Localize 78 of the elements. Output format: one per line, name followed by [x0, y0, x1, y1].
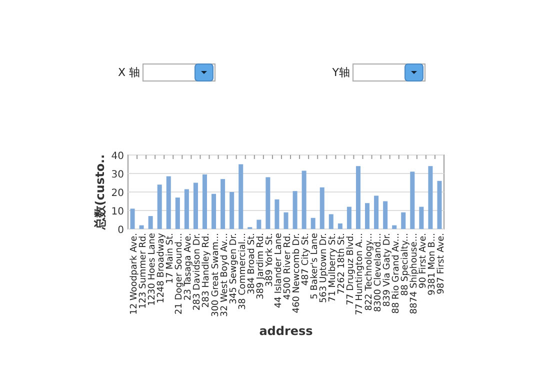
bar — [310, 218, 316, 229]
bar — [193, 182, 198, 229]
bar — [401, 212, 406, 229]
bar — [410, 172, 415, 229]
bar — [274, 199, 280, 229]
x-tick-label: 987 First Ave. — [436, 233, 446, 294]
x-tick-label: 90 First Ave. — [418, 233, 428, 288]
x-tick-label: 8874 Shiphouse... — [409, 233, 420, 314]
x-tick-label: 300 Great Swam... — [210, 233, 221, 317]
y-tick-label: 40 — [111, 151, 124, 162]
x-tick-label: 8300 Cleveland... — [373, 233, 384, 312]
x-tick-label: 460 Newcomb Dr. — [292, 233, 302, 314]
y-axis-title: 总数(custo.. — [93, 154, 107, 231]
x-tick-label: 38 Commercial... — [238, 233, 248, 310]
x-tick-label: 12 Woodpark Ave. — [130, 233, 140, 315]
bar — [148, 216, 153, 229]
bar — [374, 196, 379, 229]
y-tick-label: 30 — [111, 170, 124, 180]
bar — [266, 177, 270, 229]
bar — [184, 189, 189, 229]
bar — [346, 206, 352, 229]
bar — [175, 198, 180, 229]
bar — [230, 192, 234, 229]
bar — [302, 170, 306, 229]
x-tick-label: 389 York St. — [264, 233, 275, 287]
y-tick-label: 0 — [118, 225, 124, 236]
x-tick-label: 77 Druguz Blvd. — [346, 233, 356, 306]
bar — [139, 225, 144, 229]
x-tick-label: 389 Jardim Rd. — [256, 233, 266, 300]
x-tick-label: 32 West Boyd Av... — [220, 233, 230, 317]
bar — [157, 184, 162, 229]
bar — [419, 206, 424, 229]
text: Y轴 — [331, 66, 350, 79]
x-tick-label: 9381 Mon B... — [427, 233, 438, 296]
x-tick-label: 123 Summer Rd. — [138, 233, 149, 309]
bar — [392, 225, 397, 229]
x-tick-label: 839 Via Gaty Dr. — [382, 233, 392, 307]
bar — [220, 179, 226, 229]
x-tick-label: 7262 18th St. — [337, 233, 348, 294]
bar — [256, 220, 262, 229]
bar — [338, 223, 342, 229]
bar — [284, 212, 288, 229]
x-tick-label: 563 Uptown Dr. — [319, 233, 330, 303]
text: X 轴 — [118, 66, 140, 79]
x-tick-label: 21 Doger Sound... — [174, 233, 185, 314]
bar — [365, 203, 370, 229]
x-tick-label: 822 Technology... — [364, 233, 374, 311]
bar — [202, 174, 207, 229]
x-tick-label: 1248 Broadway — [156, 232, 167, 304]
x-tick-label: 4500 River Rd. — [283, 233, 293, 300]
x-tick-label: 71 Mulberry St. — [328, 233, 338, 302]
bar — [383, 201, 388, 229]
y-tick-label: 10 — [111, 206, 124, 218]
x-axis-title: address — [259, 324, 313, 338]
x-tick-label: 88 Specialty... — [400, 233, 410, 296]
bar — [328, 214, 334, 229]
x-tick-label: 1230 Hoes Lane — [148, 232, 158, 306]
x-tick-label: 487 City St. — [301, 233, 312, 286]
x-tick-label: 384 Broad St. — [246, 233, 257, 294]
bar — [130, 208, 135, 229]
bar — [292, 191, 298, 229]
bar — [428, 166, 433, 229]
bar — [166, 176, 171, 229]
bar — [320, 187, 324, 229]
x-tick-label: 88 Rio Grand Av... — [391, 233, 402, 314]
x-tick-label: 17 Main St. — [166, 233, 176, 284]
bar — [238, 164, 244, 229]
x-tick-label: 283 Davidson Dr. — [192, 233, 203, 310]
y-tick-label: 20 — [111, 188, 124, 199]
x-tick-label: 5 Baker's Lane — [310, 232, 320, 300]
x-tick-label: 77 Huntington A... — [355, 233, 366, 316]
x-tick-label: 23 Tasaga Ave. — [184, 233, 194, 300]
x-tick-label: 345 Sewgen Dr. — [228, 233, 239, 304]
bar — [212, 194, 216, 229]
x-tick-label: 283 Handley Rd. — [202, 233, 212, 308]
bar — [356, 166, 360, 229]
bar — [437, 180, 442, 229]
x-tick-label: 44 Islander Lane — [274, 232, 284, 308]
